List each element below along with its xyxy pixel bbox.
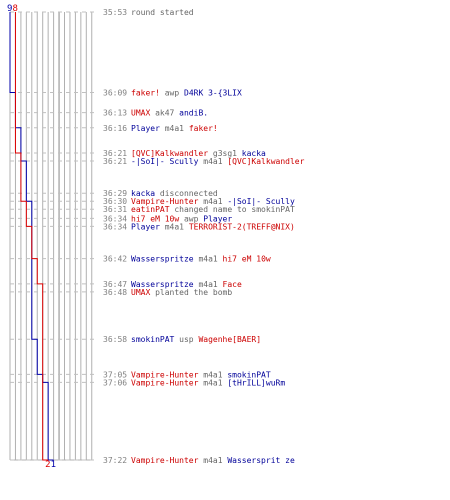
event-text: [QVC]Kalkwandler g3sg1 kacka [131,149,266,158]
event-part: hi7 eM 10w [131,214,179,223]
event-time: 36:34 [103,222,127,231]
event-part: Player [203,214,232,223]
event-text: smokinPAT usp Wagenhe[BAER] [131,335,261,344]
event-part: D4RK 3-{3LIX [184,89,242,98]
event-text: UMAX ak47 andiB. [131,109,208,118]
team-lines [9,12,54,461]
team-labels: 9 1 8 2 [7,4,56,470]
event-part: awp [179,214,203,223]
event-part: Wagenhe[BAER] [198,335,261,344]
event-part: Vampire-Hunter [131,197,199,206]
event-part: faker! [189,124,218,133]
event-part: smokinPAT [131,335,175,344]
event-time: 36:09 [103,89,127,98]
event-part: Vampire-Hunter [131,370,199,379]
event-text: Player m4a1 TERRORIST-2(TREFF@NIX) [131,222,295,231]
event-text: Vampire-Hunter m4a1 -|SoI|- Scully [131,197,295,206]
event-text: hi7 eM 10w awp Player [131,214,232,223]
event-part: m4a1 [160,124,189,133]
event-part: usp [174,335,198,344]
event-time: 36:42 [103,255,127,264]
event-time: 37:06 [103,378,127,387]
event-part: TERRORIST-2(TREFF@NIX) [189,222,295,231]
event-time: 36:30 [103,197,127,206]
event-time: 36:58 [103,335,127,344]
event-part: [QVC]Kalkwandler [227,157,304,166]
event-time: 36:16 [103,124,127,133]
event-part: kacka [242,149,266,158]
event-part: g3sg1 [208,149,242,158]
start-count-blue: 9 [7,4,12,14]
event-text: Vampire-Hunter m4a1 smokinPAT [131,370,271,379]
event-text: Wasserspritze m4a1 hi7 eM 10w [131,255,271,264]
event-time: 36:13 [103,109,127,118]
event-text: round started [131,8,194,17]
event-time: 37:05 [103,370,127,379]
event-log: 35:53 round started 36:09 faker! awp D4RK 3… [103,8,305,465]
series-line-red [14,12,49,461]
event-text: Player m4a1 faker! [131,124,218,133]
event-part: planted the bomb [150,288,232,297]
event-part: m4a1 [198,378,227,387]
event-time: 36:48 [103,288,127,297]
event-part: -|SoI|- Scully [131,157,199,166]
event-part: m4a1 [198,370,227,379]
event-text: Vampire-Hunter m4a1 Wassersprit ze [131,456,295,465]
event-part: Player [131,124,160,133]
event-guides [10,11,98,461]
event-part: kacka [131,189,155,198]
event-part: Wassersprit ze [227,456,295,465]
event-part: [tHrILL]wuRm [227,378,285,387]
event-part: Player [131,222,160,231]
event-part: faker! [131,89,160,98]
event-part: [QVC]Kalkwandler [131,149,208,158]
event-time: 36:21 [103,149,127,158]
event-part: Wasserspritze [131,255,194,264]
event-part: awp [160,89,184,98]
event-part: Vampire-Hunter [131,456,199,465]
event-part: ak47 [150,109,179,118]
event-part: hi7 eM 10w [223,255,271,264]
event-time: 36:29 [103,189,127,198]
event-part: UMAX [131,109,150,118]
event-part: m4a1 [194,255,223,264]
event-part: smokinPAT [227,370,271,379]
event-part: m4a1 [160,222,189,231]
event-text: kacka disconnected [131,189,218,198]
event-text: faker! awp D4RK 3-{3LIX [131,89,242,98]
event-text: Wasserspritze m4a1 Face [131,280,242,289]
event-part: Wasserspritze [131,280,194,289]
series-line-blue [9,12,54,461]
event-part: m4a1 [198,157,227,166]
event-text: Vampire-Hunter m4a1 [tHrILL]wuRm [131,378,285,387]
event-part: changed name to smokinPAT [170,205,295,214]
event-time: 36:47 [103,280,127,289]
event-time: 36:34 [103,214,127,223]
event-part: -|SoI|- Scully [227,197,295,206]
event-time: 35:53 [103,8,127,17]
event-text: -|SoI|- Scully m4a1 [QVC]Kalkwandler [131,157,305,166]
event-time: 36:31 [103,205,127,214]
end-count-blue: 1 [51,460,56,470]
event-time: 37:22 [103,456,127,465]
event-part: round started [131,8,194,17]
event-part: m4a1 [198,456,227,465]
event-part: m4a1 [194,280,223,289]
event-part: Face [223,280,242,289]
start-count-red: 8 [12,4,17,14]
event-part: m4a1 [198,197,227,206]
event-part: andiB. [179,109,208,118]
event-part: disconnected [155,189,218,198]
event-part: UMAX [131,288,150,297]
gridlines [9,12,93,461]
event-text: eatinPAT changed name to smokinPAT [131,205,295,214]
event-text: UMAX planted the bomb [131,288,232,297]
end-count-red: 2 [45,460,50,470]
event-time: 36:21 [103,157,127,166]
event-part: Vampire-Hunter [131,378,199,387]
event-part: eatinPAT [131,205,170,214]
